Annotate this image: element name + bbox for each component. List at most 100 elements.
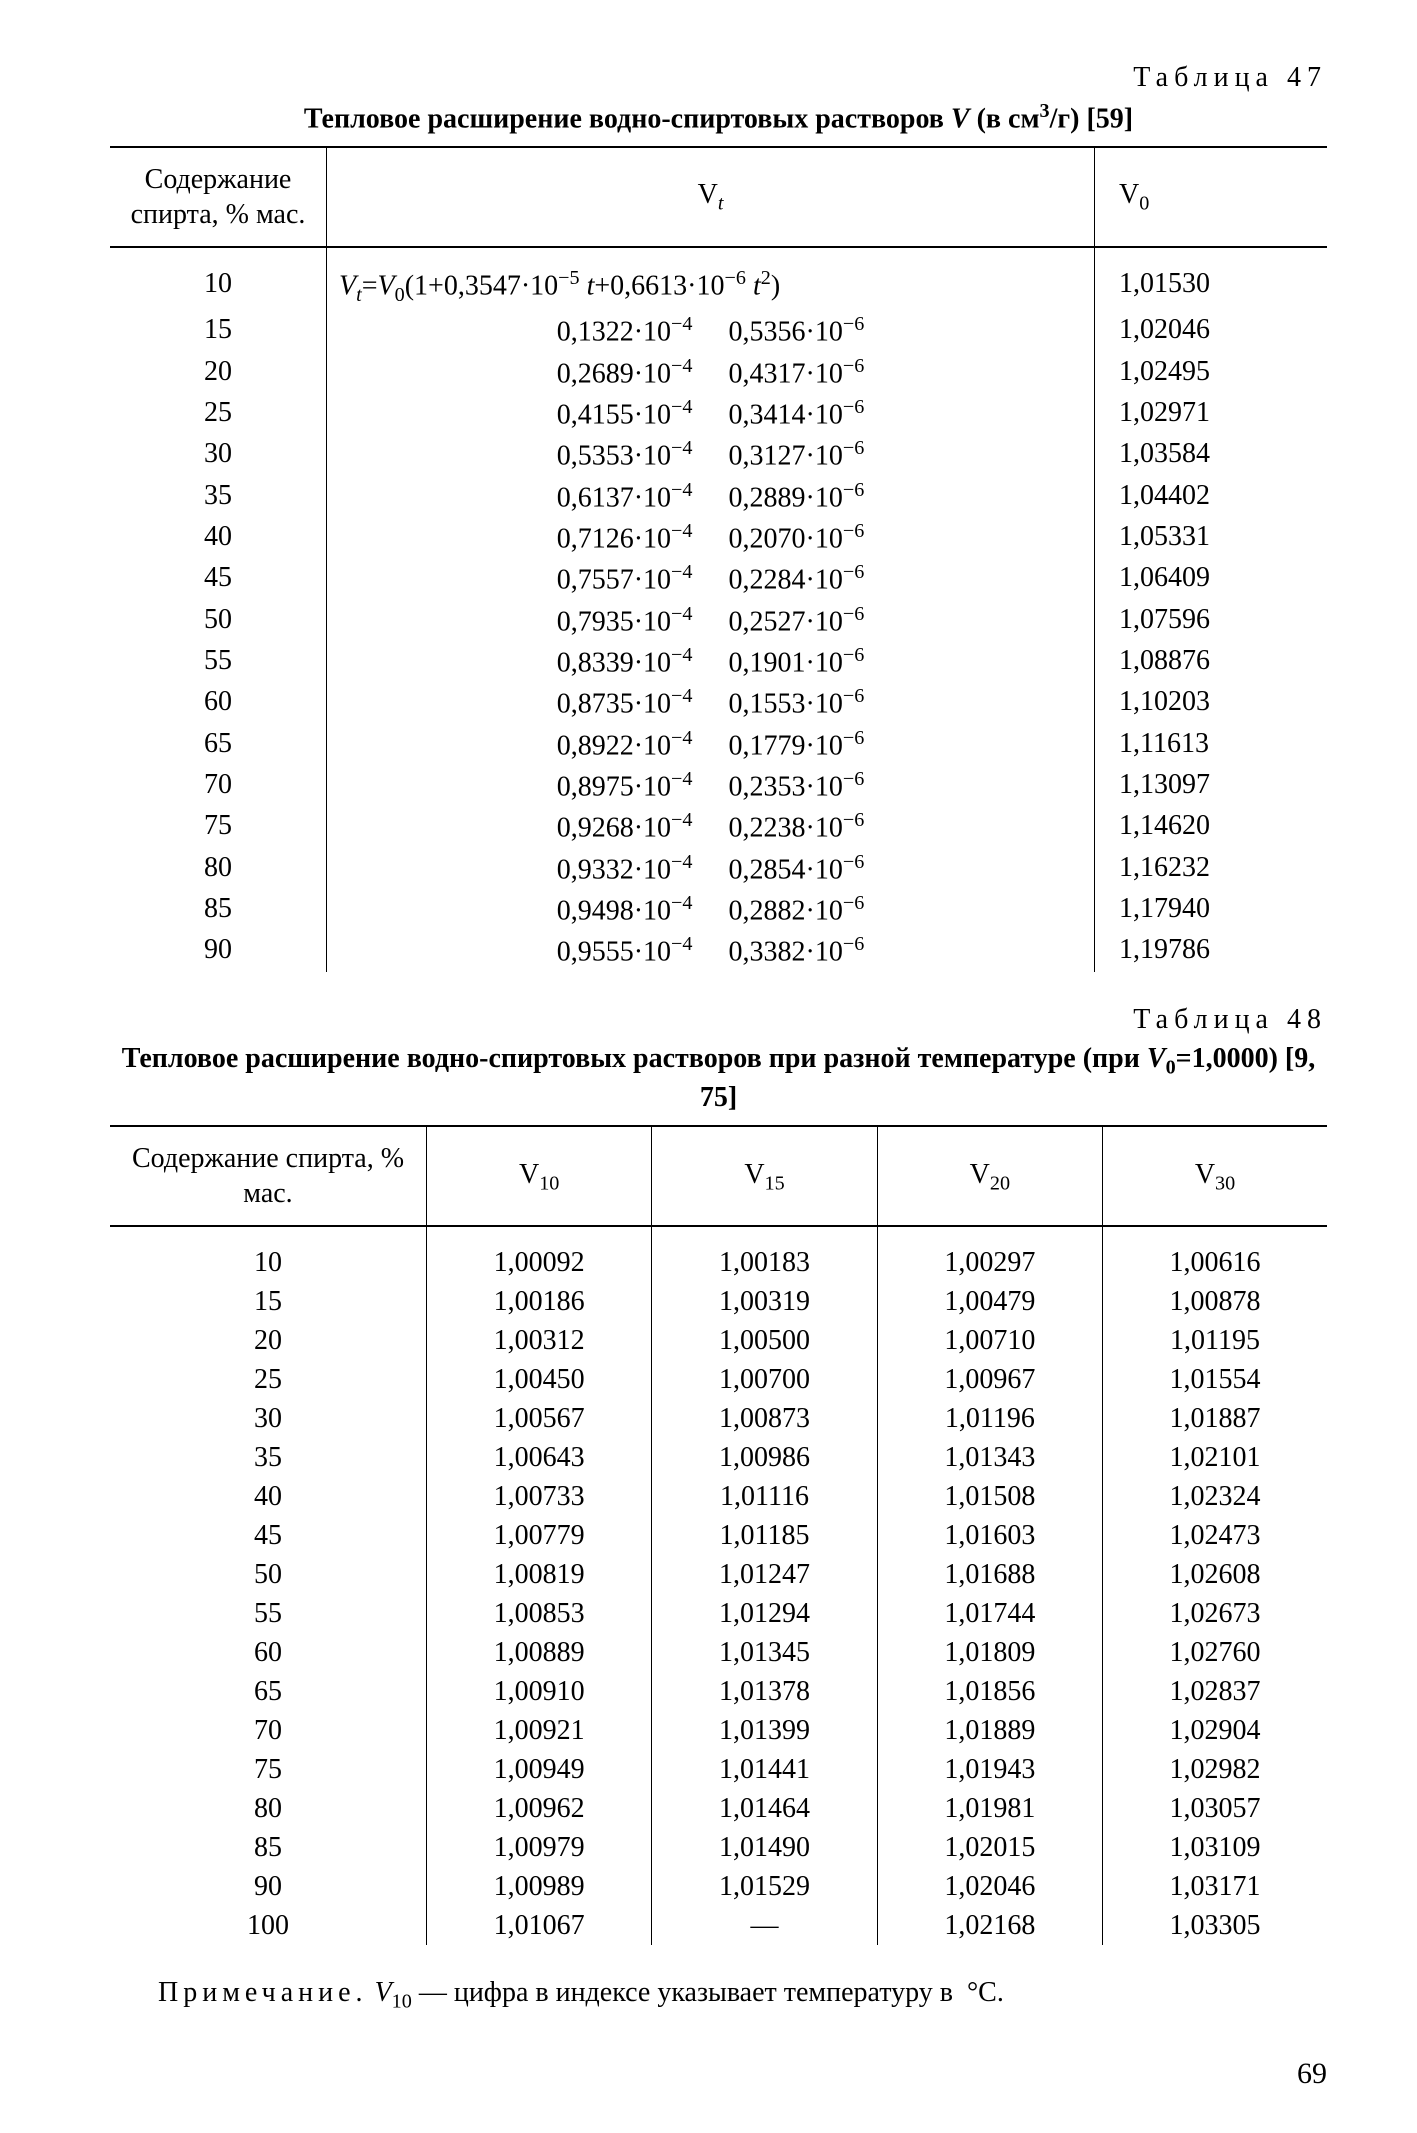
table-row: 251,004501,007001,009671,01554: [110, 1360, 1327, 1399]
page-number: 69: [110, 2055, 1327, 2093]
cell-percent: 45: [110, 1516, 427, 1555]
cell-value: 1,00921: [427, 1711, 652, 1750]
cell-percent: 15: [110, 310, 327, 351]
cell-value: 1,02837: [1103, 1672, 1327, 1711]
cell-percent: 50: [110, 1555, 427, 1594]
cell-value: 1,02046: [877, 1867, 1102, 1906]
cell-value: 1,00889: [427, 1633, 652, 1672]
table47-col2-header: Vt: [327, 147, 1095, 247]
cell-percent: 20: [110, 1321, 427, 1360]
cell-percent: 10: [110, 247, 327, 310]
cell-v0: 1,02971: [1095, 393, 1328, 434]
cell-percent: 90: [110, 930, 327, 971]
cell-value: 1,01067: [427, 1906, 652, 1945]
cell-value: 1,00643: [427, 1438, 652, 1477]
cell-percent: 55: [110, 1594, 427, 1633]
table-row: 850,9498·10−40,2882·10−61,17940: [110, 889, 1327, 930]
table-row: 351,006431,009861,013431,02101: [110, 1438, 1327, 1477]
cell-value: 1,02473: [1103, 1516, 1327, 1555]
cell-v0: 1,05331: [1095, 517, 1328, 558]
cell-v0: 1,11613: [1095, 724, 1328, 765]
cell-percent: 35: [110, 1438, 427, 1477]
cell-vt: 0,7126·10−40,2070·10−6: [327, 517, 1095, 558]
cell-percent: 15: [110, 1282, 427, 1321]
table-row: 150,1322·10−40,5356·10−61,02046: [110, 310, 1327, 351]
cell-value: 1,01343: [877, 1438, 1102, 1477]
cell-value: 1,00733: [427, 1477, 652, 1516]
table-row: 901,009891,015291,020461,03171: [110, 1867, 1327, 1906]
table47-caption: Тепловое расширение водно-спиртовых раст…: [110, 99, 1327, 136]
cell-percent: 65: [110, 1672, 427, 1711]
cell-percent: 10: [110, 1226, 427, 1282]
table-row: 650,8922·10−40,1779·10−61,11613: [110, 724, 1327, 765]
cell-percent: 75: [110, 1750, 427, 1789]
cell-value: 1,01116: [652, 1477, 877, 1516]
cell-value: 1,01981: [877, 1789, 1102, 1828]
cell-value: 1,02982: [1103, 1750, 1327, 1789]
cell-value: 1,01195: [1103, 1321, 1327, 1360]
cell-value: —: [652, 1906, 877, 1945]
cell-value: 1,00962: [427, 1789, 652, 1828]
cell-percent: 75: [110, 806, 327, 847]
cell-value: 1,01889: [877, 1711, 1102, 1750]
cell-percent: 40: [110, 1477, 427, 1516]
cell-vt: 0,7557·10−40,2284·10−6: [327, 558, 1095, 599]
cell-value: 1,01185: [652, 1516, 877, 1555]
table48-col-header: V30: [1103, 1126, 1327, 1226]
cell-percent: 80: [110, 848, 327, 889]
cell-value: 1,01508: [877, 1477, 1102, 1516]
table-row: 551,008531,012941,017441,02673: [110, 1594, 1327, 1633]
cell-v0: 1,06409: [1095, 558, 1328, 599]
table-row: 400,7126·10−40,2070·10−61,05331: [110, 517, 1327, 558]
cell-v0: 1,03584: [1095, 434, 1328, 475]
table-row: 451,007791,011851,016031,02473: [110, 1516, 1327, 1555]
cell-percent: 90: [110, 1867, 427, 1906]
table47-col1-header: Содержание спирта, % мас.: [110, 147, 327, 247]
cell-vt: 0,8735·10−40,1553·10−6: [327, 682, 1095, 723]
cell-value: 1,01856: [877, 1672, 1102, 1711]
footnote: Примечание. V10 — цифра в индексе указыв…: [110, 1975, 1327, 2015]
table-row: 601,008891,013451,018091,02760: [110, 1633, 1327, 1672]
table47: Содержание спирта, % мас. Vt V0 10Vt=V0(…: [110, 146, 1327, 971]
cell-value: 1,00312: [427, 1321, 652, 1360]
cell-value: 1,00873: [652, 1399, 877, 1438]
table-row: 600,8735·10−40,1553·10−61,10203: [110, 682, 1327, 723]
table47-number: Таблица 47: [110, 60, 1327, 95]
cell-percent: 30: [110, 1399, 427, 1438]
cell-vt: 0,8339·10−40,1901·10−6: [327, 641, 1095, 682]
cell-v0: 1,07596: [1095, 600, 1328, 641]
table-row: 851,009791,014901,020151,03109: [110, 1828, 1327, 1867]
table-row: 550,8339·10−40,1901·10−61,08876: [110, 641, 1327, 682]
cell-value: 1,02324: [1103, 1477, 1327, 1516]
cell-value: 1,03057: [1103, 1789, 1327, 1828]
cell-value: 1,03171: [1103, 1867, 1327, 1906]
cell-value: 1,03305: [1103, 1906, 1327, 1945]
table48-header-row: Содержание спирта, % мас.V10V15V20V30: [110, 1126, 1327, 1226]
cell-percent: 25: [110, 393, 327, 434]
cell-percent: 70: [110, 765, 327, 806]
cell-v0: 1,10203: [1095, 682, 1328, 723]
cell-value: 1,01603: [877, 1516, 1102, 1555]
table48-caption: Тепловое расширение водно-спиртовых раст…: [110, 1041, 1327, 1116]
table-row: 250,4155·10−40,3414·10−61,02971: [110, 393, 1327, 434]
cell-value: 1,01688: [877, 1555, 1102, 1594]
table-row: 350,6137·10−40,2889·10−61,04402: [110, 476, 1327, 517]
cell-value: 1,00986: [652, 1438, 877, 1477]
cell-value: 1,03109: [1103, 1828, 1327, 1867]
cell-value: 1,00989: [427, 1867, 652, 1906]
cell-v0: 1,16232: [1095, 848, 1328, 889]
cell-value: 1,01464: [652, 1789, 877, 1828]
cell-percent: 85: [110, 889, 327, 930]
table-row: 750,9268·10−40,2238·10−61,14620: [110, 806, 1327, 847]
cell-percent: 85: [110, 1828, 427, 1867]
cell-value: 1,01490: [652, 1828, 877, 1867]
cell-vt: 0,9332·10−40,2854·10−6: [327, 848, 1095, 889]
cell-vt: 0,8922·10−40,1779·10−6: [327, 724, 1095, 765]
cell-value: 1,00819: [427, 1555, 652, 1594]
table47-col3-header: V0: [1095, 147, 1328, 247]
cell-percent: 55: [110, 641, 327, 682]
table48-col-header: V10: [427, 1126, 652, 1226]
cell-value: 1,00183: [652, 1226, 877, 1282]
cell-percent: 100: [110, 1906, 427, 1945]
cell-v0: 1,04402: [1095, 476, 1328, 517]
